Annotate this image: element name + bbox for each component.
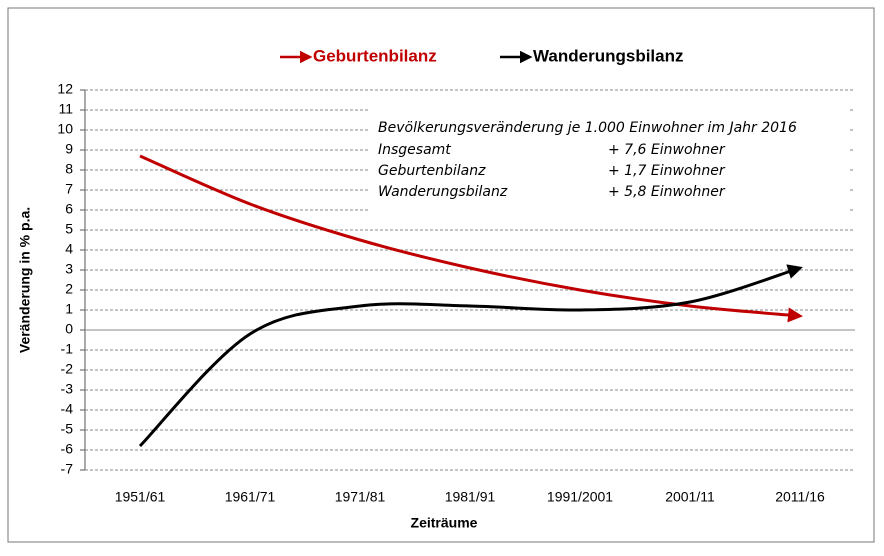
series-line — [139, 154, 803, 323]
y-tick-label: -6 — [61, 441, 74, 457]
x-tick-label: 1981/91 — [445, 489, 496, 505]
x-tick-label: 1951/61 — [115, 489, 166, 505]
frame — [7, 7, 875, 543]
legend-label: Wanderungsbilanz — [533, 46, 684, 65]
y-tick-label: -4 — [61, 401, 74, 417]
series-line — [138, 264, 803, 448]
x-tick-label: 1971/81 — [335, 489, 386, 505]
y-tick-label: -7 — [61, 461, 74, 477]
annotation-label: Wanderungsbilanz — [378, 184, 508, 200]
y-tick-label: 7 — [65, 181, 73, 197]
y-tick-label: 3 — [65, 261, 73, 277]
y-tick-label: 5 — [65, 221, 73, 237]
y-tick-label: -1 — [61, 341, 74, 357]
y-tick-label: -2 — [61, 361, 74, 377]
x-axis-title: Zeiträume — [411, 515, 478, 531]
y-tick-label: 4 — [65, 241, 73, 257]
y-axis-title: Veränderung in % p.a. — [17, 207, 33, 353]
annotation-label: Geburtenbilanz — [378, 163, 486, 179]
annotation-label: Insgesamt — [378, 142, 451, 158]
y-tick-label: 0 — [65, 321, 73, 337]
annotation-value: + 7,6 Einwohner — [608, 142, 726, 158]
y-tick-label: -3 — [61, 381, 74, 397]
x-tick-label: 1991/2001 — [547, 489, 613, 505]
x-tick-label: 2011/16 — [775, 489, 825, 505]
y-tick-label: 11 — [58, 101, 73, 117]
y-tick-label: 10 — [57, 121, 73, 137]
annotation-title: Bevölkerungsveränderung je 1.000 Einwohn… — [378, 120, 797, 136]
legend-label: Geburtenbilanz — [313, 46, 437, 65]
y-tick-label: 12 — [57, 81, 73, 97]
x-tick-label: 2001/11 — [665, 489, 715, 505]
y-tick-label: 6 — [65, 201, 73, 217]
annotation-box — [368, 108, 850, 212]
annotation-value: + 1,7 Einwohner — [608, 163, 726, 179]
x-tick-label: 1961/71 — [225, 489, 276, 505]
y-tick-label: 1 — [65, 301, 73, 317]
y-tick-label: 9 — [65, 141, 73, 157]
y-tick-label: 8 — [65, 161, 73, 177]
annotation-value: + 5,8 Einwohner — [608, 184, 726, 200]
y-tick-label: 2 — [65, 281, 73, 297]
y-tick-label: -5 — [61, 421, 74, 437]
